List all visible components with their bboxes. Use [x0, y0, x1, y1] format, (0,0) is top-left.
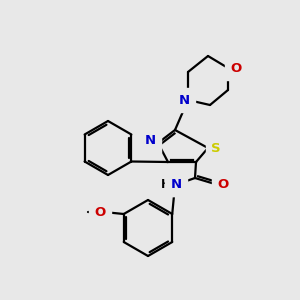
Text: S: S [211, 142, 221, 154]
Text: N: N [144, 134, 156, 148]
Text: N: N [178, 94, 190, 106]
Text: O: O [94, 206, 105, 218]
Text: O: O [230, 61, 242, 74]
Text: N: N [170, 178, 182, 190]
Text: H: H [161, 178, 171, 190]
Text: O: O [218, 178, 229, 190]
